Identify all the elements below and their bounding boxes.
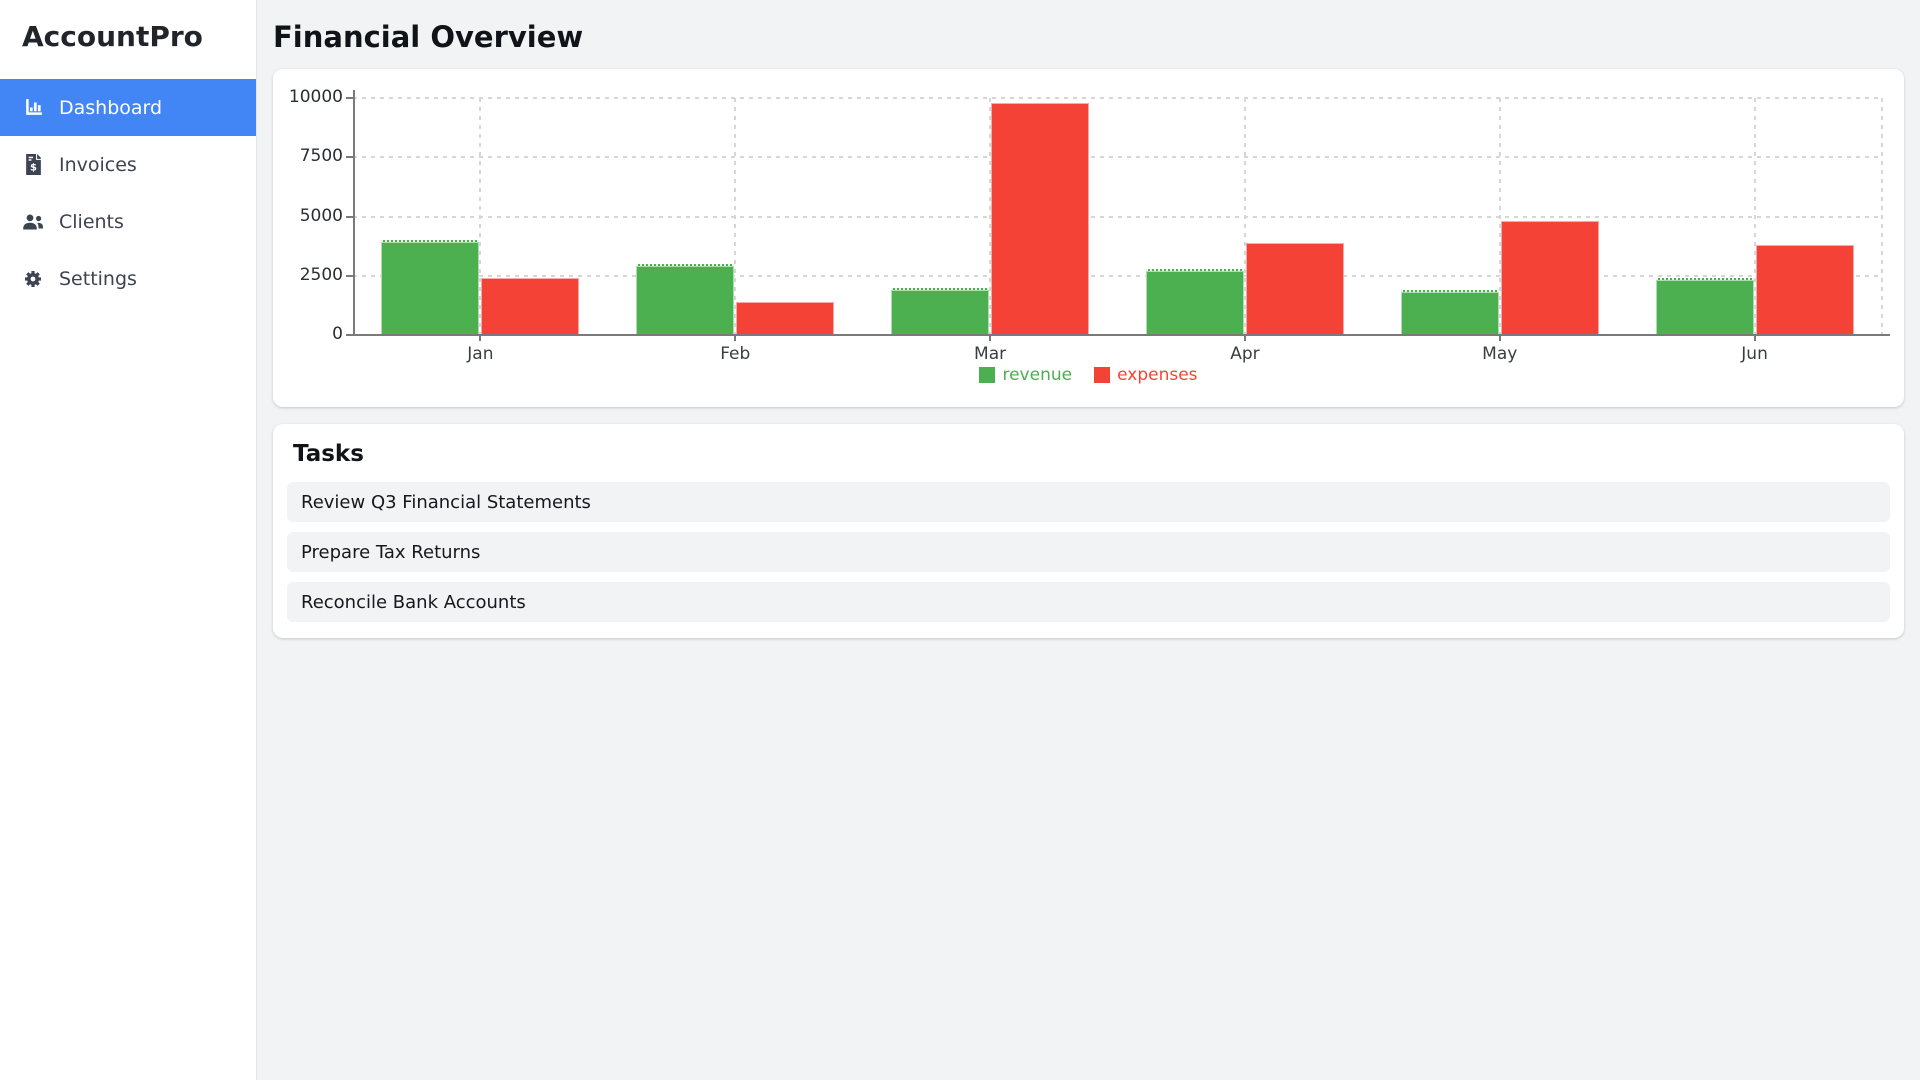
x-gridline — [989, 98, 992, 335]
y-axis-tick — [346, 215, 353, 218]
x-axis-tick-label: Jan — [467, 344, 494, 364]
y-gridline — [353, 97, 1882, 99]
legend-swatch-revenue — [979, 367, 996, 383]
sidebar-item-label: Clients — [59, 210, 124, 233]
x-axis-tick — [734, 335, 737, 341]
bar-chart-icon — [22, 97, 44, 119]
app-logo: AccountPro — [22, 20, 203, 53]
y-gridline — [353, 274, 1882, 277]
bar-revenue-jun — [1655, 278, 1754, 335]
x-gridline — [1243, 98, 1246, 335]
x-axis-tick — [1243, 335, 1246, 341]
bar-revenue-jan — [381, 240, 480, 335]
bar-expenses-feb — [736, 302, 835, 335]
task-row[interactable]: Prepare Tax Returns — [287, 532, 1890, 572]
task-row[interactable]: Review Q3 Financial Statements — [287, 482, 1890, 522]
main-content: Financial Overview 0 2500 5000 7500 10000 Jan… — [257, 0, 1920, 638]
gear-icon — [22, 268, 44, 290]
x-axis-tick-label: Jun — [1741, 344, 1768, 364]
sidebar: AccountPro Dashboard $ — [0, 0, 257, 1080]
y-gridline — [353, 156, 1882, 159]
y-axis-tick-label: 5000 — [299, 205, 343, 226]
sidebar-item-label: Settings — [59, 267, 137, 290]
chart-legend: revenue expenses — [273, 365, 1904, 385]
y-axis-tick — [346, 156, 353, 159]
bar-expenses-jun — [1755, 245, 1854, 335]
x-gridline — [1753, 98, 1756, 335]
plot-right-gridline — [1881, 98, 1883, 335]
x-axis-tick — [989, 335, 992, 341]
bar-expenses-may — [1500, 221, 1599, 335]
bar-revenue-feb — [636, 264, 735, 335]
y-axis-tick-label: 0 — [332, 324, 343, 344]
legend-item-revenue: revenue — [979, 365, 1072, 385]
svg-text:$: $ — [30, 162, 37, 173]
x-axis-tick — [479, 335, 482, 341]
sidebar-nav: Dashboard $ Invoices — [0, 79, 256, 307]
x-axis-line — [353, 334, 1890, 336]
x-axis-tick — [1753, 335, 1756, 341]
y-axis-tick — [346, 97, 353, 99]
bar-revenue-may — [1400, 290, 1499, 335]
x-gridline — [734, 98, 737, 335]
bar-revenue-mar — [891, 288, 990, 335]
x-axis-tick — [1498, 335, 1501, 341]
users-icon — [22, 211, 44, 233]
page-title: Financial Overview — [273, 20, 584, 54]
x-axis-tick-label: Apr — [1230, 344, 1260, 364]
y-gridline — [353, 215, 1882, 218]
bar-revenue-apr — [1145, 269, 1244, 335]
sidebar-item-clients[interactable]: Clients — [0, 193, 256, 250]
legend-swatch-expenses — [1094, 367, 1111, 383]
y-axis-tick-label: 7500 — [299, 146, 343, 167]
bar-expenses-jan — [481, 278, 580, 335]
y-axis-tick-label: 2500 — [299, 264, 343, 285]
x-gridline — [479, 98, 482, 335]
legend-label: expenses — [1117, 365, 1198, 385]
y-axis-line — [353, 90, 355, 335]
legend-item-expenses: expenses — [1094, 365, 1198, 385]
bar-expenses-mar — [991, 103, 1090, 335]
x-axis-tick-label: Feb — [720, 344, 751, 364]
sidebar-item-dashboard[interactable]: Dashboard — [0, 79, 256, 136]
sidebar-item-settings[interactable]: Settings — [0, 250, 256, 307]
y-axis-tick — [346, 334, 353, 336]
legend-label: revenue — [1002, 365, 1073, 385]
sidebar-item-label: Dashboard — [59, 96, 163, 119]
x-gridline — [1498, 98, 1501, 335]
tasks-panel: Tasks Review Q3 Financial Statements Pre… — [273, 424, 1904, 638]
x-axis-tick-label: May — [1482, 344, 1518, 364]
tasks-title: Tasks — [293, 441, 364, 467]
sidebar-item-label: Invoices — [59, 153, 137, 176]
y-axis-tick-label: 10000 — [288, 87, 343, 107]
financial-overview-chart: 0 2500 5000 7500 10000 Jan Feb Mar Apr May Jun reve… — [273, 69, 1904, 407]
sidebar-item-invoices[interactable]: $ Invoices — [0, 136, 256, 193]
x-axis-tick-label: Mar — [974, 344, 1007, 364]
bar-expenses-apr — [1245, 243, 1344, 335]
invoice-icon: $ — [22, 154, 44, 176]
task-row[interactable]: Reconcile Bank Accounts — [287, 582, 1890, 622]
y-axis-tick — [346, 274, 353, 277]
